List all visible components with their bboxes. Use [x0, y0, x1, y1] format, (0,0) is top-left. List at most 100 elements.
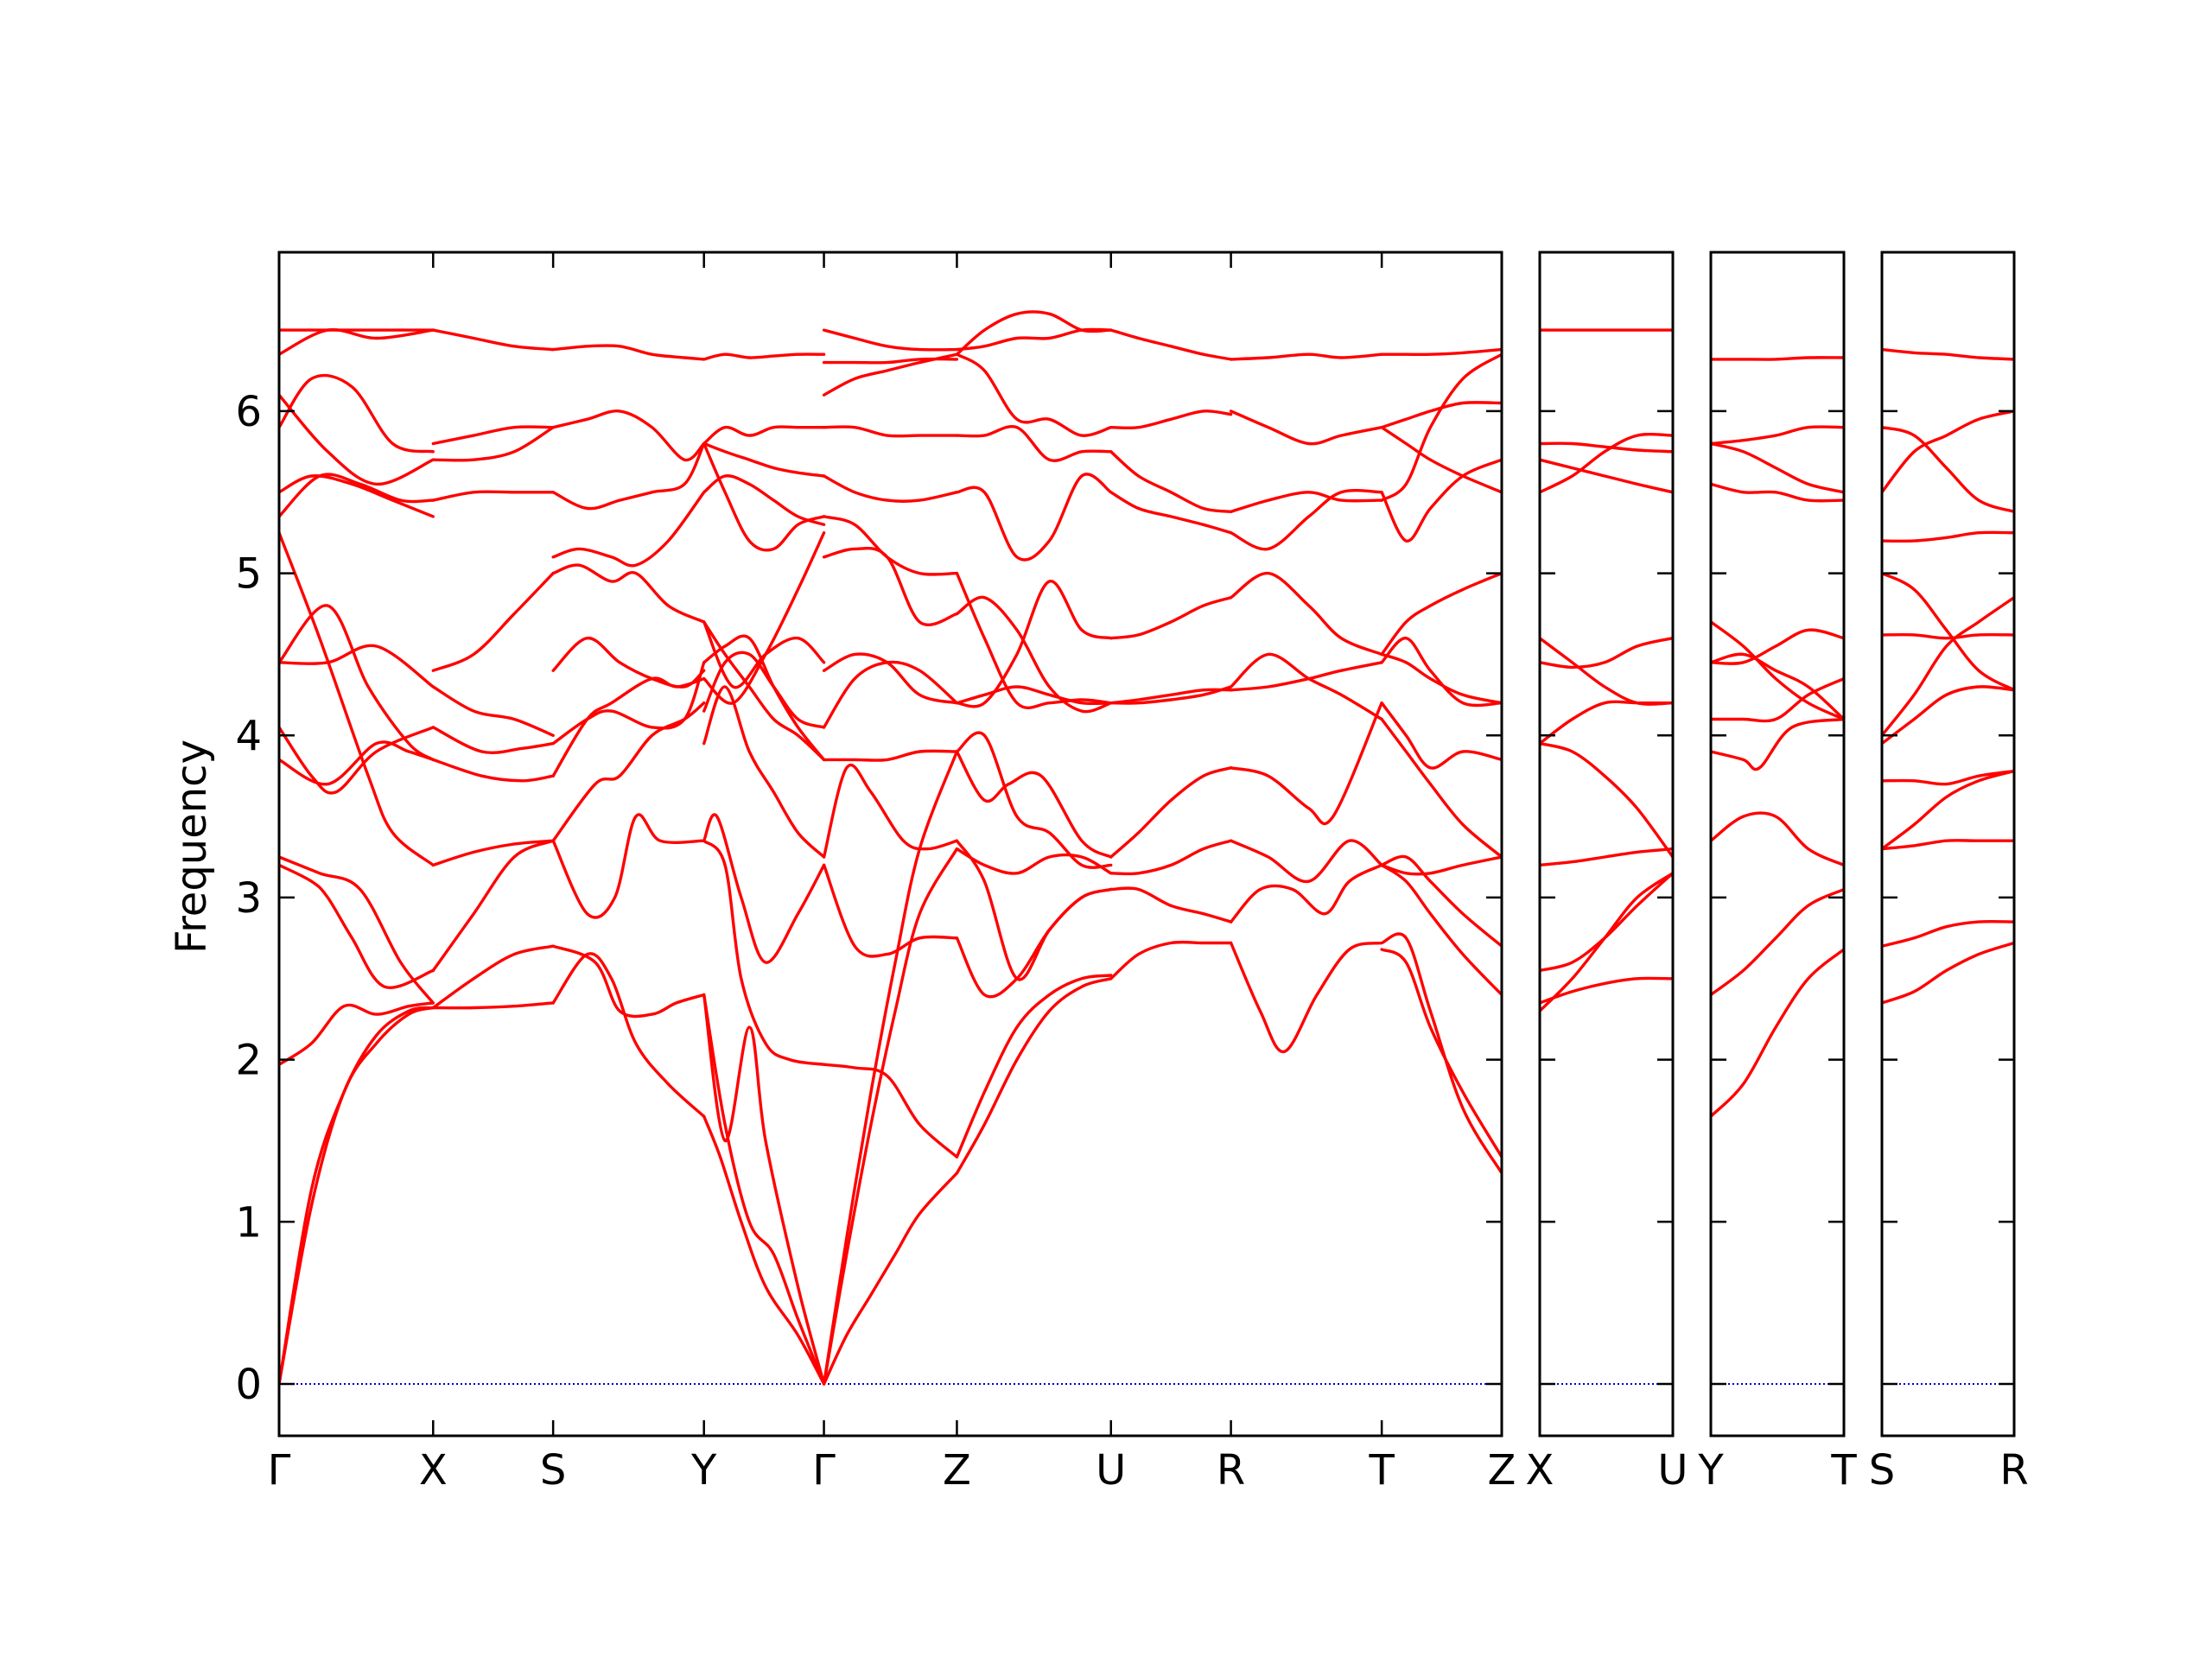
phonon-band-line [1109, 685, 1233, 705]
phonon-band-line [1380, 652, 1502, 705]
phonon-band-line [955, 977, 1113, 1175]
phonon-band-line [955, 887, 1113, 999]
phonon-band-line [1711, 482, 1844, 503]
phonon-band-line [1380, 717, 1502, 859]
phonon-band-line [279, 1001, 435, 1066]
phonon-band-line [1882, 596, 2014, 737]
x-tick-label: S [1869, 1446, 1895, 1495]
phonon-band-line [551, 952, 706, 1118]
phonon-band-line [955, 839, 1113, 981]
phonon-band-line [822, 425, 959, 438]
phonon-band-line [1380, 948, 1502, 1158]
phonon-band-line [702, 474, 826, 526]
phonon-band-line [702, 1114, 826, 1386]
phonon-band-line [1540, 432, 1673, 494]
phonon-band-line [1540, 976, 1673, 1005]
phonon-band-line [822, 515, 959, 576]
phonon-band-line [1229, 491, 1383, 513]
phonon-band-line [702, 531, 826, 705]
y-tick-label: 5 [235, 550, 262, 599]
panel-frame [277, 251, 1503, 1438]
phonon-band-line [1109, 886, 1233, 924]
phonon-band-line [1882, 409, 2014, 494]
y-tick-label: 3 [235, 874, 262, 923]
phonon-band-line [822, 660, 959, 729]
phonon-band-line [1882, 632, 2014, 640]
panel-frame [1709, 251, 1846, 1438]
phonon-band-line [955, 352, 1113, 437]
phonon-band-line [1711, 356, 1844, 361]
phonon-band-line [279, 327, 435, 356]
phonon-band-line [955, 685, 1113, 706]
phonon-band-line [1711, 652, 1844, 721]
y-axis-title: Frequency [168, 739, 216, 954]
phonon-band-line [702, 441, 826, 478]
phonon-band-line [551, 813, 706, 919]
x-tick-label: R [1999, 1446, 2028, 1495]
x-tick-label: R [1217, 1446, 1245, 1495]
phonon-band-line [702, 839, 826, 1066]
phonon-band-line [1540, 441, 1673, 454]
phonon-band-line [702, 993, 826, 1386]
phonon-band-line [1540, 872, 1673, 1012]
phonon-band-line [1229, 863, 1383, 924]
x-tick-label: T [1830, 1446, 1857, 1495]
phonon-band-line [551, 944, 706, 1019]
phonon-band-line [955, 473, 1113, 562]
phonon-band-line [1229, 352, 1383, 361]
y-tick-label: 1 [235, 1198, 262, 1247]
phonon-band-line [1380, 854, 1502, 948]
phonon-band-line [822, 764, 959, 859]
phonon-band-line [1380, 863, 1502, 997]
phonon-band-line [431, 839, 555, 973]
phonon-band-line [279, 474, 435, 518]
phonon-band-line [1711, 948, 1844, 1118]
phonon-band-line [1229, 839, 1383, 883]
phonon-band-line [955, 731, 1113, 869]
phonon-band-line [1229, 652, 1383, 721]
panel-frame [1880, 251, 2016, 1438]
phonon-band-line [1229, 489, 1383, 551]
phonon-band-line [702, 993, 826, 1386]
phonon-band-line [1380, 401, 1502, 429]
phonon-band-line [1109, 940, 1233, 981]
phonon-band-line [955, 571, 1113, 710]
x-tick-label: S [540, 1446, 566, 1495]
phonon-band-line [1711, 676, 1844, 723]
phonon-band-line [1711, 717, 1844, 771]
phonon-band-line [1380, 352, 1502, 502]
phonon-band-line [1109, 328, 1233, 361]
x-tick-label: Z [1488, 1446, 1516, 1495]
phonon-band-line [822, 357, 959, 365]
phonon-band-line [279, 726, 435, 795]
phonon-band-line [1109, 491, 1233, 535]
phonon-band-line [1109, 596, 1233, 640]
phonon-band-line [1229, 941, 1383, 1053]
phonon-band-line [279, 531, 435, 867]
phonon-band-line [1229, 571, 1383, 657]
phonon-band-line [955, 580, 1113, 708]
phonon-band-line [431, 426, 555, 462]
phonon-band-line [431, 328, 555, 352]
phonon-band-line [822, 652, 959, 705]
x-tick-label: X [419, 1446, 448, 1495]
phonon-band-line [279, 644, 435, 689]
x-tick-label: U [1657, 1446, 1688, 1495]
phonon-band-line [1540, 637, 1673, 706]
phonon-band-line [1380, 855, 1502, 876]
phonon-band-line [431, 726, 555, 755]
phonon-band-line [431, 839, 555, 867]
phonon-band-line [1109, 450, 1233, 513]
phonon-band-line [551, 661, 706, 746]
phonon-band-line [1109, 409, 1233, 430]
phonon-band-line [279, 855, 435, 1005]
phonon-band-line [1711, 620, 1844, 721]
phonon-band-line [1882, 769, 2014, 851]
phonon-band-line [1540, 700, 1673, 746]
phonon-band-line [279, 393, 435, 486]
x-tick-label: Z [943, 1446, 971, 1495]
phonon-band-line [279, 1006, 435, 1386]
phonon-band-line [1882, 769, 2014, 786]
phonon-band-line [955, 847, 1113, 875]
